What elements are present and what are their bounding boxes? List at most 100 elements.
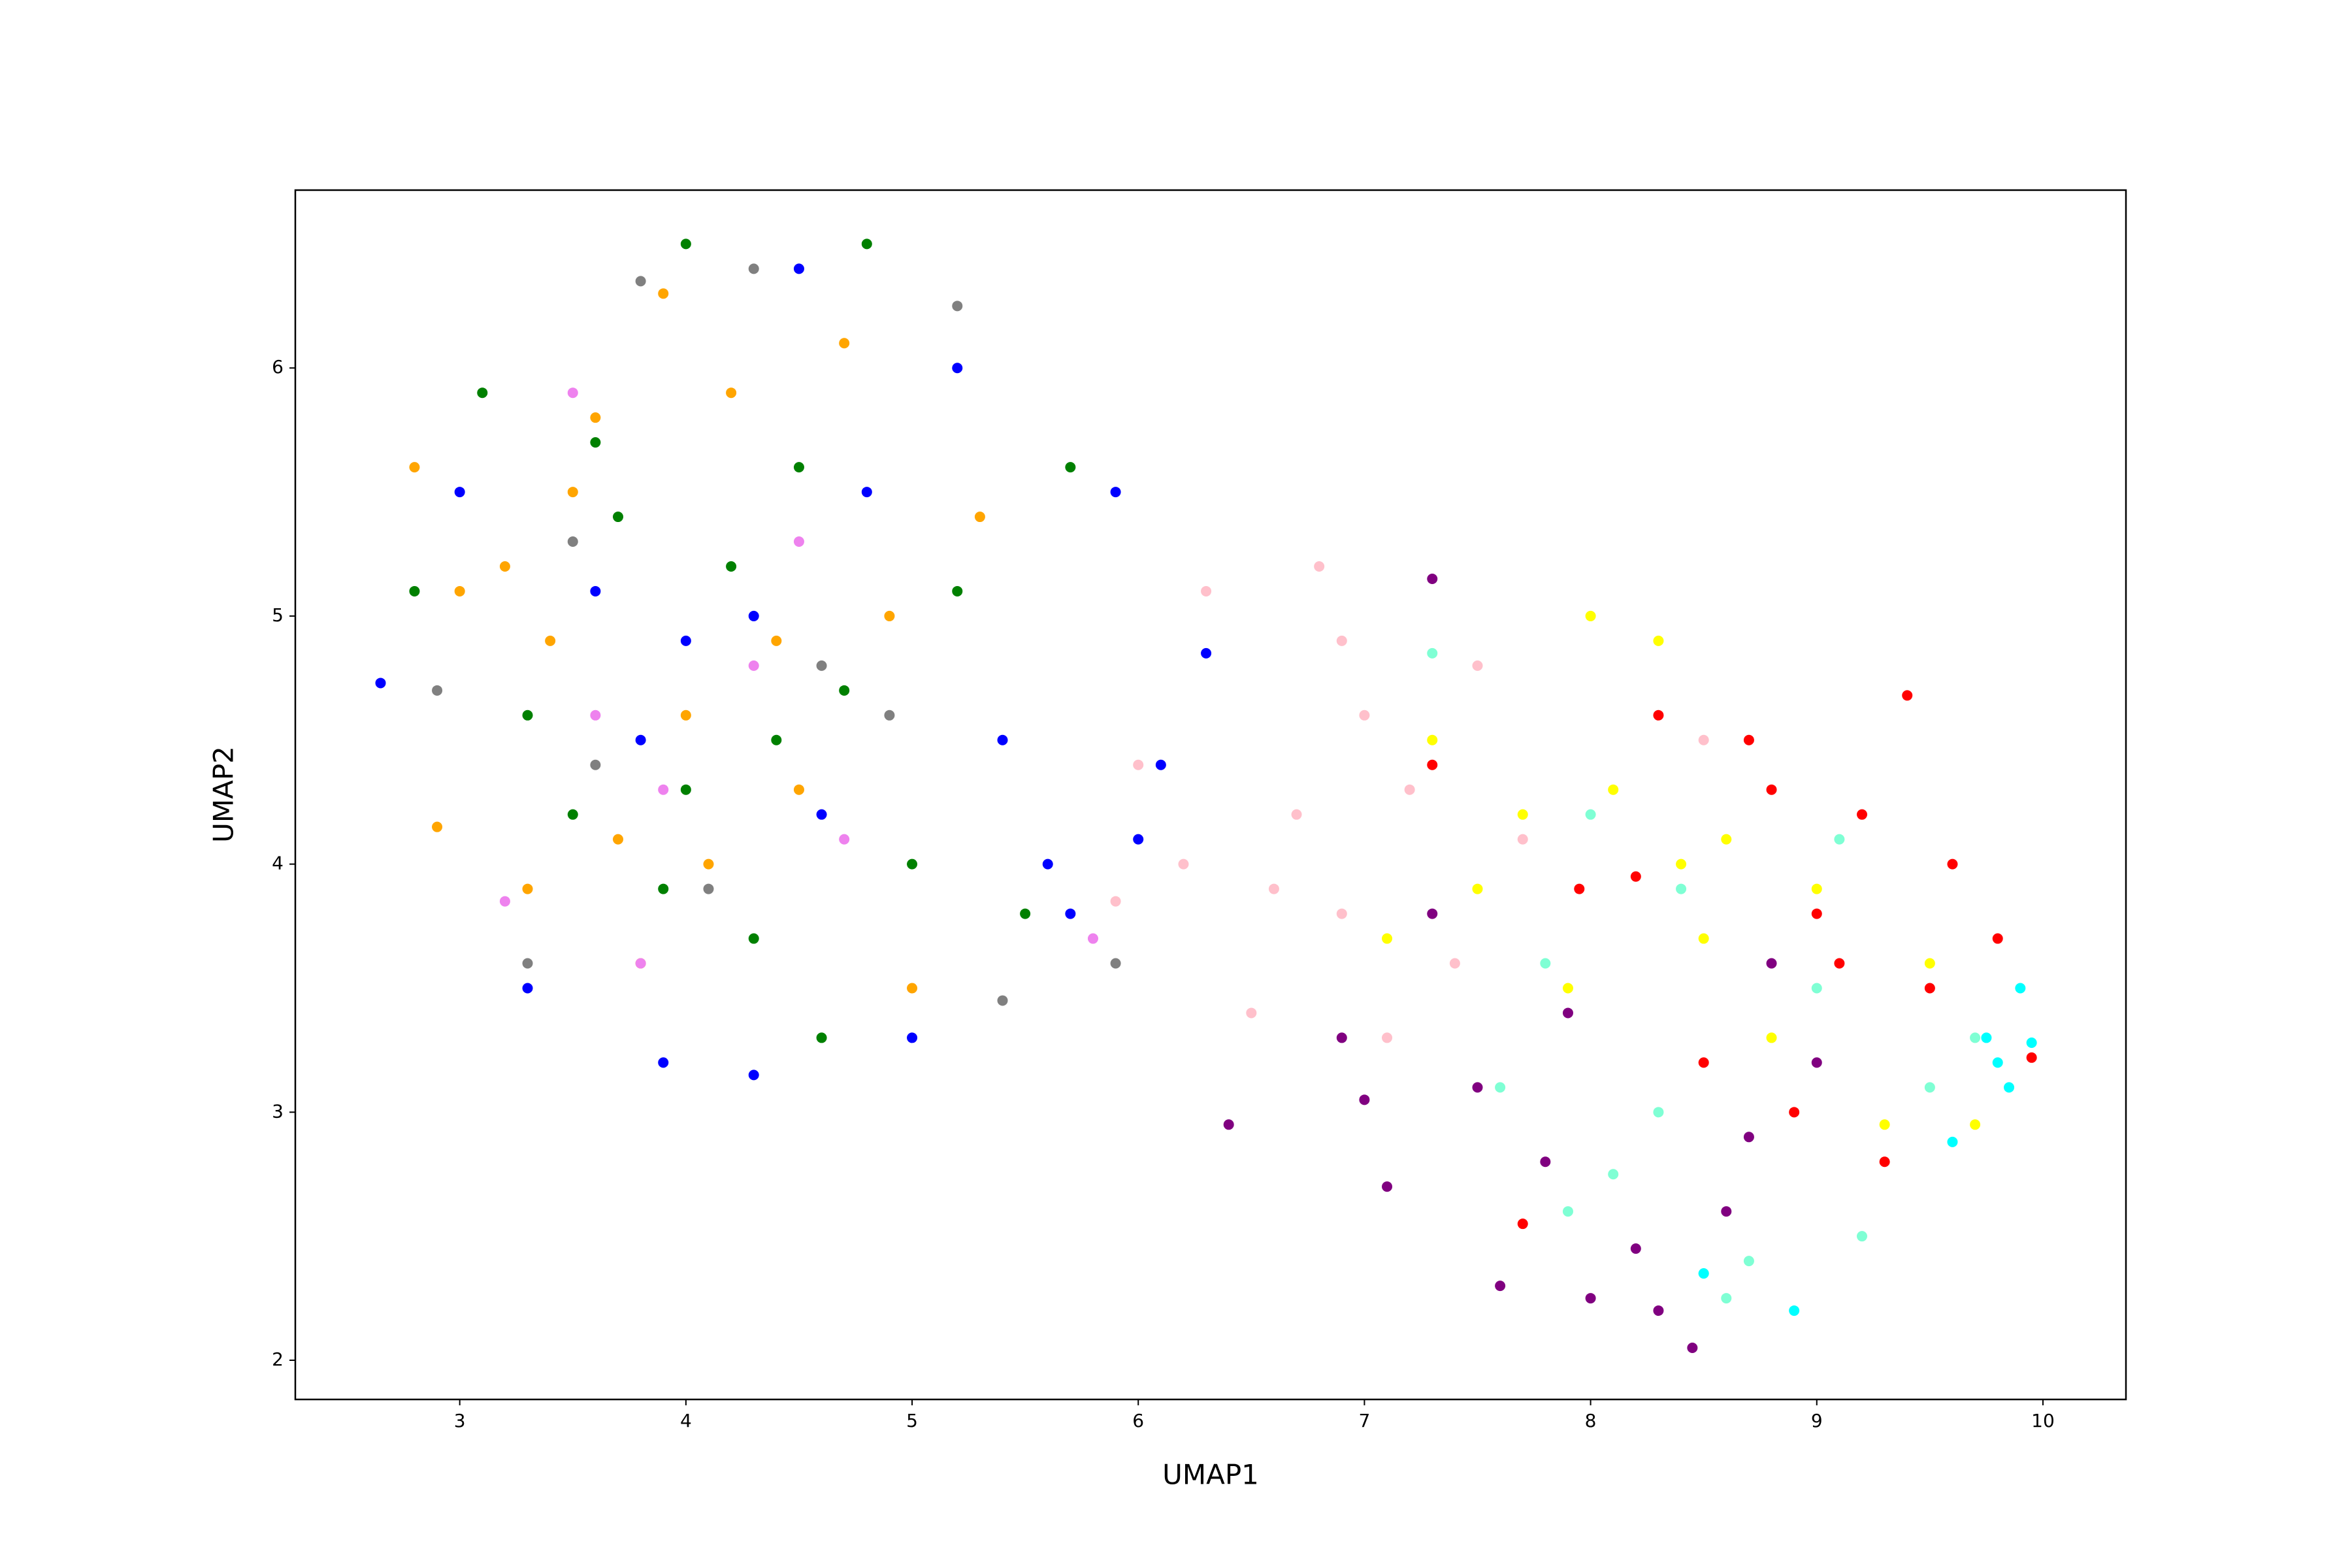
point <box>816 809 827 820</box>
point <box>1924 1082 1935 1093</box>
point <box>793 462 804 473</box>
point <box>1562 1007 1573 1019</box>
y-tick-label: 3 <box>272 1100 284 1122</box>
point <box>1608 784 1619 795</box>
point <box>1721 1293 1732 1304</box>
point <box>1574 883 1585 894</box>
point <box>1359 1094 1370 1105</box>
point <box>1246 1007 1257 1019</box>
point <box>839 338 850 349</box>
point <box>1766 784 1777 795</box>
point <box>1879 1156 1890 1168</box>
point <box>1427 647 1438 659</box>
point <box>1517 1218 1528 1230</box>
point <box>522 958 533 969</box>
point <box>1676 858 1687 870</box>
point <box>1743 1132 1754 1143</box>
point <box>726 561 737 572</box>
point <box>884 610 895 621</box>
point <box>1698 1268 1709 1279</box>
point <box>703 858 714 870</box>
y-axis-label: UMAP2 <box>208 746 240 843</box>
point <box>1630 871 1641 882</box>
x-tick-label: 7 <box>1358 1410 1370 1431</box>
point <box>771 635 782 646</box>
point <box>1676 883 1687 894</box>
point <box>1223 1119 1234 1130</box>
point <box>613 834 624 845</box>
y-tick-label: 4 <box>272 853 284 874</box>
point <box>1178 858 1189 870</box>
point <box>861 487 872 498</box>
point <box>1743 1256 1754 1267</box>
point <box>1336 635 1347 646</box>
point <box>432 685 443 696</box>
point <box>590 759 601 770</box>
point <box>2026 1052 2037 1063</box>
x-tick-label: 3 <box>454 1410 466 1431</box>
point <box>1811 1057 1822 1068</box>
point <box>1721 1206 1732 1217</box>
point <box>658 288 669 299</box>
point <box>2004 1082 2015 1093</box>
point <box>1698 933 1709 944</box>
point <box>1653 710 1664 721</box>
point <box>635 958 646 969</box>
point <box>1698 734 1709 745</box>
point <box>997 734 1008 745</box>
point <box>748 660 759 671</box>
x-tick-label: 5 <box>906 1410 918 1431</box>
point <box>2015 983 2026 994</box>
point <box>567 809 578 820</box>
point <box>1992 1057 2003 1068</box>
point <box>1449 958 1460 969</box>
point <box>1201 585 1212 596</box>
point <box>1653 1305 1664 1316</box>
point <box>952 363 963 374</box>
point <box>1834 834 1845 845</box>
point <box>1879 1119 1890 1130</box>
point <box>1087 933 1098 944</box>
point <box>590 412 601 423</box>
point <box>1110 896 1121 907</box>
point <box>590 437 601 448</box>
point <box>1472 660 1483 671</box>
point <box>1766 1032 1777 1043</box>
x-axis-label: UMAP1 <box>1162 1459 1259 1491</box>
point <box>375 678 386 689</box>
point <box>1789 1305 1800 1316</box>
point <box>1110 487 1121 498</box>
point <box>1133 834 1144 845</box>
point <box>545 635 556 646</box>
point <box>1857 809 1868 820</box>
point <box>1992 933 2003 944</box>
point <box>1834 958 1845 969</box>
point <box>1970 1032 1981 1043</box>
point <box>884 710 895 721</box>
point <box>680 635 691 646</box>
point <box>1981 1032 1992 1043</box>
y-tick-label: 5 <box>272 604 284 626</box>
point <box>907 858 918 870</box>
point <box>839 834 850 845</box>
point <box>454 585 465 596</box>
point <box>499 561 510 572</box>
point <box>1065 462 1076 473</box>
point <box>1382 1032 1393 1043</box>
point <box>1766 958 1777 969</box>
point <box>1427 908 1438 919</box>
point <box>1495 1082 1506 1093</box>
point <box>680 784 691 795</box>
point <box>1201 647 1212 659</box>
point <box>1924 958 1935 969</box>
point <box>1743 734 1754 745</box>
point <box>590 585 601 596</box>
point <box>635 734 646 745</box>
point <box>1495 1281 1506 1292</box>
point <box>1517 809 1528 820</box>
point <box>1540 958 1551 969</box>
x-tick-label: 9 <box>1811 1410 1823 1431</box>
point <box>1382 1181 1393 1192</box>
point <box>771 734 782 745</box>
